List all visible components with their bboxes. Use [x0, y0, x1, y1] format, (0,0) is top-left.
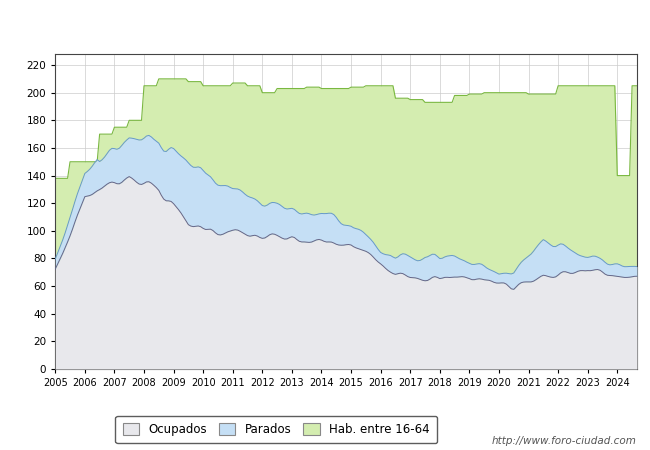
Text: Quicena - Evolucion de la poblacion en edad de Trabajar Septiembre de 2024: Quicena - Evolucion de la poblacion en e…	[66, 17, 584, 30]
Text: http://www.foro-ciudad.com: http://www.foro-ciudad.com	[492, 436, 637, 446]
Legend: Ocupados, Parados, Hab. entre 16-64: Ocupados, Parados, Hab. entre 16-64	[116, 416, 437, 443]
